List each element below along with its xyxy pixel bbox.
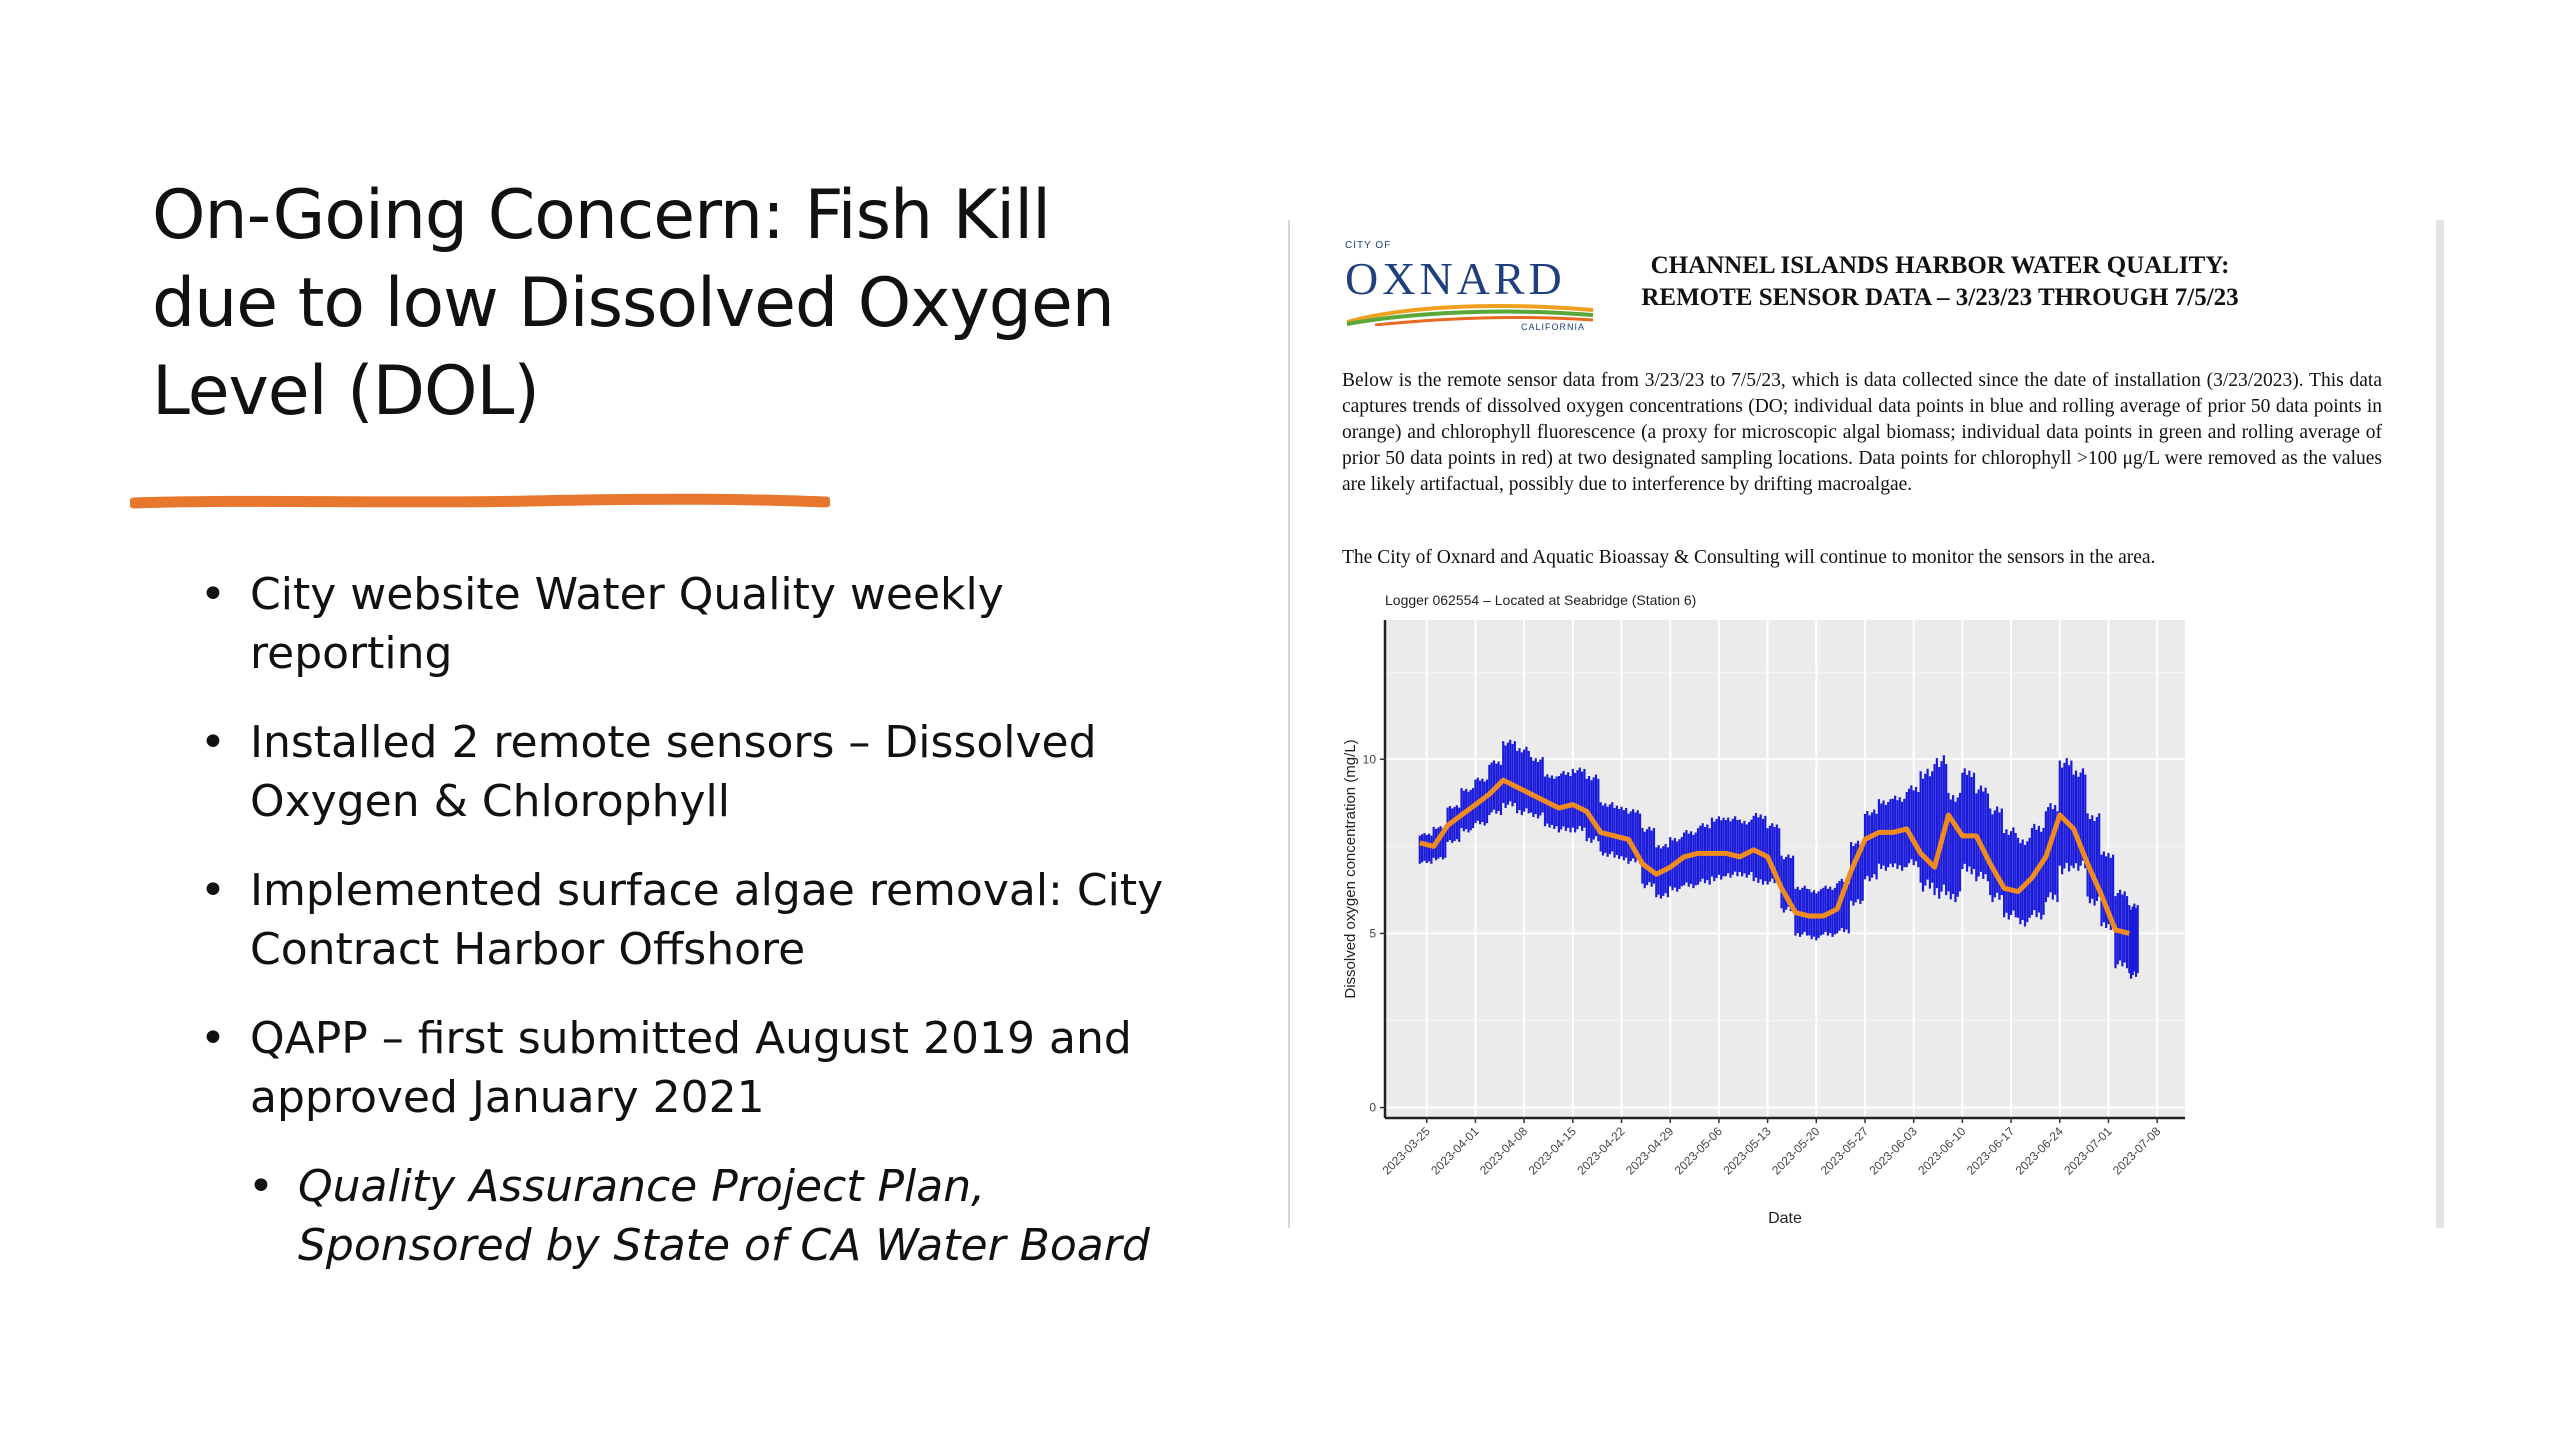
series-rolling-average: [1419, 777, 2130, 936]
x-tick-label: 2023-04-08: [1477, 1124, 1531, 1178]
y-tick-label: 10: [1363, 752, 1377, 766]
bullet-text: Installed 2 remote sensors – Dissolved O…: [250, 717, 1097, 827]
slide-title: On-Going Concern: Fish Kill due to low D…: [152, 172, 1152, 436]
document-paragraph-2: The City of Oxnard and Aquatic Bioassay …: [1342, 547, 2156, 568]
bullet-list: • City website Water Quality weekly repor…: [200, 565, 1200, 1275]
do-chart: Logger 062554 – Located at Seabridge (St…: [1342, 592, 2185, 1227]
document-heading-line: REMOTE SENSOR DATA – 3/23/23 THROUGH 7/5…: [1641, 284, 2239, 311]
y-axis-ticks: 0 5 10: [1363, 752, 1385, 1115]
bullet-item: • Installed 2 remote sensors – Dissolved …: [200, 717, 1097, 827]
title-underline: [130, 493, 830, 509]
x-tick-label: 2023-04-15: [1526, 1124, 1580, 1178]
logo-state: CALIFORNIA: [1521, 322, 1586, 332]
x-tick-label: 2023-05-27: [1818, 1124, 1872, 1178]
y-axis-label: Dissolved oxygen concentration (mg/L): [1342, 739, 1359, 998]
x-tick-label: 2023-04-22: [1574, 1124, 1628, 1178]
x-tick-label: 2023-05-20: [1769, 1124, 1823, 1178]
bullet-item: • Implemented surface algae removal: City…: [200, 865, 1164, 975]
x-axis-ticks: 2023-03-252023-04-012023-04-082023-04-15…: [1380, 1118, 2164, 1178]
x-tick-label: 2023-07-01: [2061, 1124, 2115, 1178]
document-edge: [2436, 220, 2444, 1228]
document-heading-line: CHANNEL ISLANDS HARBOR WATER QUALITY:: [1650, 252, 2230, 279]
bullet-text: QAPP – first submitted August 2019 and a…: [250, 1013, 1132, 1123]
x-tick-label: 2023-04-01: [1428, 1124, 1482, 1178]
bullet-item: • City website Water Quality weekly repor…: [200, 569, 1004, 679]
slide-title-line: On-Going Concern: Fish Kill: [152, 176, 1051, 255]
plot-panel: [1385, 620, 2185, 1118]
x-tick-label: 2023-05-13: [1720, 1124, 1774, 1178]
slide-title-line: Level (DOL): [152, 352, 540, 431]
bullet-text: City website Water Quality weekly report…: [250, 569, 1004, 679]
chart-title: Logger 062554 – Located at Seabridge (St…: [1385, 592, 1696, 608]
axes: [1383, 620, 2185, 1120]
logo-city-of: CITY OF: [1345, 240, 1392, 251]
x-tick-label: 2023-06-03: [1867, 1124, 1921, 1178]
x-axis-label: Date: [1768, 1210, 1802, 1227]
embedded-document: CITY OF OXNARD CALIFORNIA CHANNEL ISLAND…: [1290, 220, 2440, 1228]
slide-title-line: due to low Dissolved Oxygen: [152, 264, 1115, 343]
sub-bullet-text: Quality Assurance Project Plan, Sponsore…: [298, 1161, 1150, 1271]
x-tick-label: 2023-06-17: [1964, 1124, 2018, 1178]
x-tick-label: 2023-07-08: [2110, 1124, 2164, 1178]
oxnard-logo: CITY OF OXNARD CALIFORNIA: [1345, 240, 1595, 335]
document-paragraph: Below is the remote sensor data from 3/2…: [1342, 370, 2382, 495]
x-tick-label: 2023-05-06: [1672, 1124, 1726, 1178]
x-tick-label: 2023-04-29: [1623, 1124, 1677, 1178]
bullet-item: • QAPP – first submitted August 2019 and …: [200, 1013, 1132, 1123]
x-tick-label: 2023-06-24: [2013, 1124, 2067, 1178]
document-heading: CHANNEL ISLANDS HARBOR WATER QUALITY: RE…: [1590, 250, 2290, 314]
y-tick-label: 5: [1369, 926, 1376, 940]
y-tick-label: 0: [1369, 1101, 1376, 1115]
logo-name: OXNARD: [1345, 253, 1566, 304]
x-tick-label: 2023-06-10: [1915, 1124, 1969, 1178]
x-tick-label: 2023-03-25: [1380, 1124, 1434, 1178]
document-edge: [1288, 220, 1291, 1228]
logo-swoosh-icon: [1346, 304, 1594, 326]
sub-bullet-item: • Quality Assurance Project Plan, Sponsor…: [248, 1161, 1150, 1271]
bullet-text: Implemented surface algae removal: City …: [250, 865, 1164, 975]
